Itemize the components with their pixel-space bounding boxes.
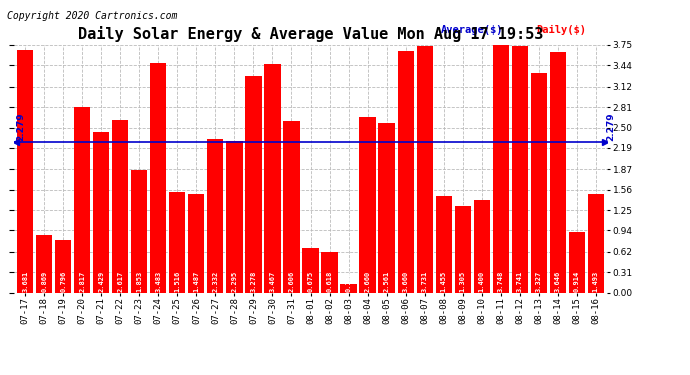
Text: 0.123: 0.123 [346, 271, 351, 292]
Text: 1.516: 1.516 [175, 271, 180, 292]
Text: 3.660: 3.660 [402, 271, 408, 292]
Text: 2.561: 2.561 [384, 271, 390, 292]
Text: 0.796: 0.796 [60, 271, 66, 292]
Bar [435, 196, 452, 292]
Text: Copyright 2020 Cartronics.com: Copyright 2020 Cartronics.com [7, 11, 177, 21]
Text: 2.606: 2.606 [288, 271, 295, 292]
Bar [207, 139, 224, 292]
Bar [302, 248, 319, 292]
Bar [17, 50, 33, 292]
Text: 0.869: 0.869 [41, 271, 47, 292]
Bar [417, 46, 433, 292]
Bar [188, 194, 204, 292]
Bar [531, 73, 546, 292]
Text: 3.731: 3.731 [422, 271, 428, 292]
Text: 0.675: 0.675 [308, 271, 313, 292]
Text: 3.681: 3.681 [22, 271, 28, 292]
Text: 2.817: 2.817 [79, 271, 86, 292]
Text: 3.327: 3.327 [535, 271, 542, 292]
Text: 1.305: 1.305 [460, 271, 466, 292]
Text: 2.660: 2.660 [364, 271, 371, 292]
Bar [264, 64, 281, 292]
Text: 1.487: 1.487 [193, 271, 199, 292]
Bar [169, 192, 186, 292]
Text: 2.295: 2.295 [231, 271, 237, 292]
Text: 3.646: 3.646 [555, 271, 561, 292]
Text: 2.429: 2.429 [98, 271, 104, 292]
Bar [569, 232, 585, 292]
Text: 1.493: 1.493 [593, 271, 599, 292]
Text: 2.279: 2.279 [17, 112, 26, 141]
Text: 3.278: 3.278 [250, 271, 257, 292]
Bar [340, 284, 357, 292]
Bar [150, 63, 166, 292]
Bar [75, 106, 90, 292]
Bar [36, 235, 52, 292]
Text: 0.618: 0.618 [326, 271, 333, 292]
Text: 3.467: 3.467 [270, 271, 275, 292]
Text: 0.914: 0.914 [574, 271, 580, 292]
Bar [131, 170, 148, 292]
Text: 3.741: 3.741 [517, 271, 523, 292]
Bar [322, 252, 337, 292]
Bar [284, 120, 299, 292]
Text: Average($): Average($) [441, 25, 504, 35]
Bar [55, 240, 71, 292]
Bar [359, 117, 375, 292]
Bar [397, 51, 414, 292]
Title: Daily Solar Energy & Average Value Mon Aug 17 19:53: Daily Solar Energy & Average Value Mon A… [78, 27, 543, 42]
Bar [550, 52, 566, 292]
Bar [493, 45, 509, 292]
Bar [112, 120, 128, 292]
Bar [588, 194, 604, 292]
Text: 3.748: 3.748 [497, 271, 504, 292]
Bar [511, 46, 528, 292]
Text: Daily($): Daily($) [536, 25, 586, 35]
Text: 2.279: 2.279 [607, 112, 615, 141]
Text: 1.455: 1.455 [441, 271, 446, 292]
Bar [246, 76, 262, 292]
Bar [93, 132, 110, 292]
Bar [473, 200, 490, 292]
Bar [455, 206, 471, 292]
Bar [379, 123, 395, 292]
Text: 1.400: 1.400 [479, 271, 484, 292]
Text: 3.483: 3.483 [155, 271, 161, 292]
Text: 2.332: 2.332 [213, 271, 219, 292]
Bar [226, 141, 242, 292]
Text: 1.853: 1.853 [137, 271, 142, 292]
Text: 2.617: 2.617 [117, 271, 124, 292]
